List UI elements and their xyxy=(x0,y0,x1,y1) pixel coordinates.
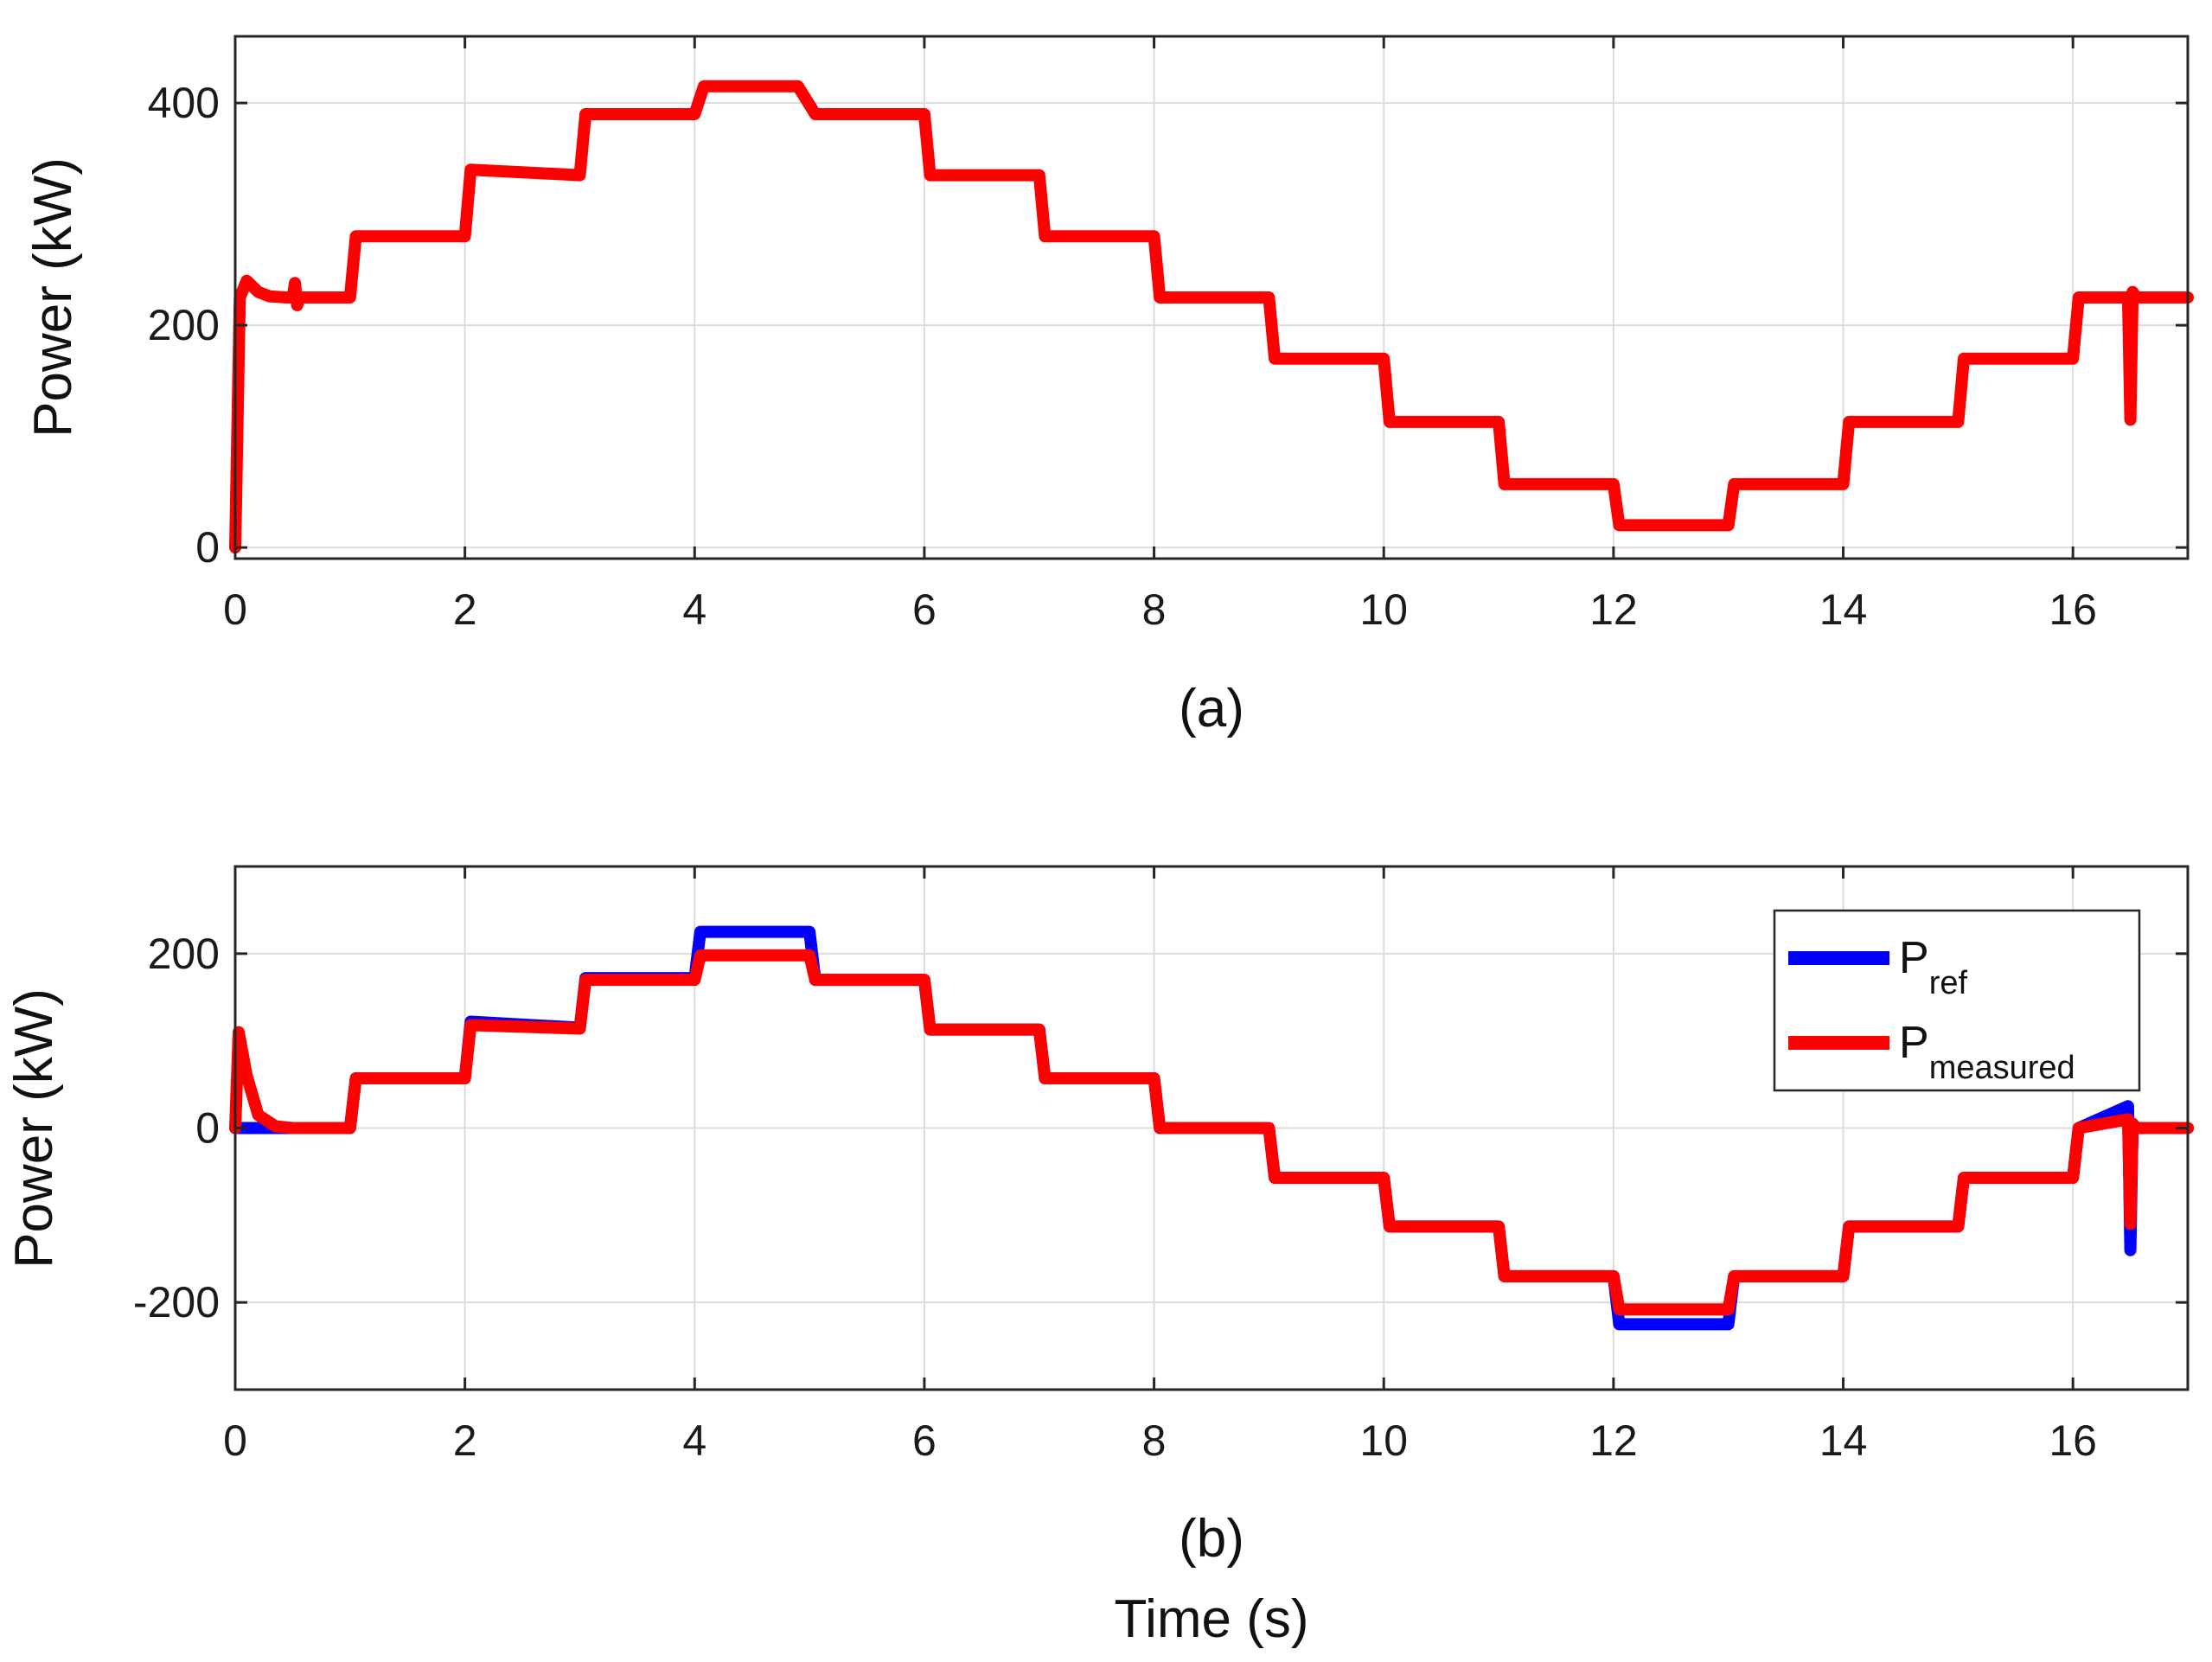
x-tick-label: 2 xyxy=(453,1416,477,1465)
x-tick-label: 0 xyxy=(223,1416,247,1465)
x-tick-label: 8 xyxy=(1142,1416,1167,1465)
y-tick-label: 0 xyxy=(195,523,220,572)
x-tick-label: 4 xyxy=(682,1416,706,1465)
panel-b-ticks xyxy=(233,866,2188,1390)
panel-a-ticks xyxy=(233,36,2188,559)
panel-b-x-axis-title: Time (s) xyxy=(1115,1589,1309,1649)
y-tick-label: 200 xyxy=(148,301,220,349)
x-tick-label: 4 xyxy=(682,585,706,634)
panel-a-grid xyxy=(234,36,2188,559)
x-tick-label: 6 xyxy=(912,1416,937,1465)
panel-a: 0 2 4 6 8 10 12 14 16 0 200 400 Power (kW) (a) xyxy=(23,35,2194,738)
panel-b-y-axis-title: Power (kW) xyxy=(4,988,64,1269)
x-tick-label: 10 xyxy=(1359,1416,1408,1465)
x-tick-label: 8 xyxy=(1142,585,1167,634)
x-tick-label: 12 xyxy=(1589,1416,1638,1465)
series-line-p xyxy=(229,80,2194,554)
x-tick-label: 10 xyxy=(1359,585,1408,634)
panel-a-x-tick-labels: 0 2 4 6 8 10 12 14 16 xyxy=(223,585,2097,634)
panel-b-caption: (b) xyxy=(1179,1509,1244,1569)
legend-label-pmeasured-subscript: measured xyxy=(1929,1050,2075,1086)
panel-a-axes-box xyxy=(233,35,2190,560)
legend-label-pmeasured-main: P xyxy=(1899,1018,1929,1068)
panel-a-y-tick-labels: 0 200 400 xyxy=(148,79,220,572)
y-tick-label: -200 xyxy=(133,1278,220,1326)
legend-box xyxy=(1773,909,2141,1092)
x-tick-label: 16 xyxy=(2049,1416,2097,1465)
panel-a-y-axis-title: Power (kW) xyxy=(23,157,83,438)
x-tick-label: 0 xyxy=(223,585,247,634)
x-tick-label: 6 xyxy=(912,585,937,634)
panel-b-x-tick-labels: 0 2 4 6 8 10 12 14 16 xyxy=(223,1416,2097,1465)
legend: Pref Pmeasured xyxy=(1773,909,2141,1092)
panel-a-series xyxy=(229,80,2194,554)
x-tick-label: 12 xyxy=(1589,585,1638,634)
legend-label-pref-main: P xyxy=(1899,933,1929,983)
panel-a-caption: (a) xyxy=(1179,679,1244,738)
y-tick-label: 0 xyxy=(195,1104,220,1153)
panel-b: 0 2 4 6 8 10 12 14 16 -200 0 200 Power (kW) (b) Ti… xyxy=(4,865,2194,1649)
y-tick-label: 200 xyxy=(148,930,220,978)
panel-b-y-tick-labels: -200 0 200 xyxy=(133,930,220,1326)
panel-b-series xyxy=(229,925,2194,1331)
legend-label-pref-subscript: ref xyxy=(1929,965,1968,1001)
legend-label-pref: Pref xyxy=(1899,933,1967,1001)
x-tick-label: 16 xyxy=(2049,585,2097,634)
x-tick-label: 2 xyxy=(453,585,477,634)
x-tick-label: 14 xyxy=(1819,1416,1868,1465)
y-tick-label: 400 xyxy=(148,79,220,127)
legend-label-pmeasured: Pmeasured xyxy=(1899,1018,2075,1086)
series-line-measured xyxy=(229,949,2194,1316)
x-tick-label: 14 xyxy=(1819,585,1868,634)
